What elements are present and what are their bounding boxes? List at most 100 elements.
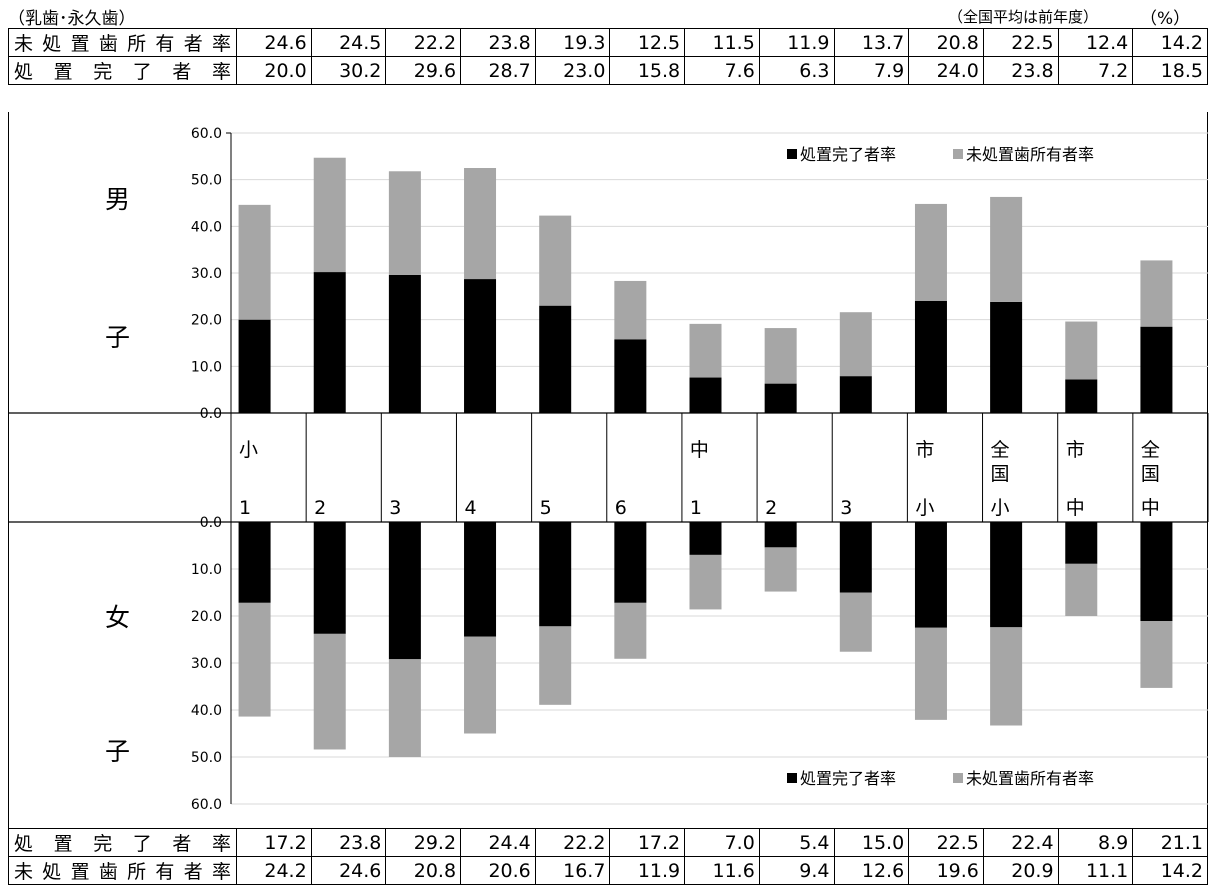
female-untreated-bar xyxy=(1140,621,1173,688)
male-treated-bar xyxy=(1065,379,1098,413)
male-legend-untreated-swatch xyxy=(953,149,963,159)
female-y-tick-label: 30.0 xyxy=(191,656,222,672)
female-treated-bar xyxy=(313,522,346,634)
category-label-top: 市 xyxy=(915,439,934,461)
male-untreated-bar xyxy=(1140,260,1173,327)
table-cell: 19.3 xyxy=(534,28,611,57)
male-untreated-bar xyxy=(764,328,797,384)
male-y-tick-label: 60.0 xyxy=(191,126,222,142)
table-cell: 15.8 xyxy=(609,56,686,85)
male-untreated-bar xyxy=(689,323,722,378)
table-cell: 6.3 xyxy=(758,56,835,85)
row-label: 未処置歯所有者率 xyxy=(8,856,237,885)
male-data-table: 未処置歯所有者率 24.6 24.5 22.2 23.8 19.3 12.5 1… xyxy=(8,28,1208,85)
table-cell: 20.9 xyxy=(982,856,1059,885)
female-data-table: 処置完了者率 17.2 23.8 29.2 24.4 22.2 17.2 7.0… xyxy=(8,828,1208,885)
table-cell: 20.0 xyxy=(236,56,312,85)
male-label-top: 男 xyxy=(105,185,131,214)
category-label-bottom: 小 xyxy=(915,497,934,519)
male-treated-bar xyxy=(313,272,346,413)
female-treated-row: 処置完了者率 17.2 23.8 29.2 24.4 22.2 17.2 7.0… xyxy=(8,828,1208,857)
male-treated-bar xyxy=(614,339,647,413)
table-cell: 24.0 xyxy=(908,56,984,85)
male-treated-row: 処置完了者率 20.0 30.2 29.6 28.7 23.0 15.8 7.6… xyxy=(8,56,1208,85)
category-label-bottom: 5 xyxy=(540,497,552,519)
table-cell: 22.2 xyxy=(534,828,611,857)
female-treated-bar xyxy=(388,522,421,660)
female-legend-untreated-swatch xyxy=(953,773,963,783)
male-y-tick-label: 40.0 xyxy=(191,219,222,235)
female-treated-bar xyxy=(990,522,1023,628)
female-legend-treated-swatch xyxy=(787,773,797,783)
category-label-bottom: 2 xyxy=(314,497,326,519)
male-untreated-bar xyxy=(238,204,271,320)
female-untreated-bar xyxy=(839,592,872,652)
table-cell: 21.1 xyxy=(1132,828,1208,857)
category-label-bottom: 6 xyxy=(615,497,627,519)
category-label-bottom: 4 xyxy=(464,497,476,519)
female-y-tick-label: 20.0 xyxy=(191,609,222,625)
category-label-bottom: 2 xyxy=(765,497,777,519)
female-untreated-bar xyxy=(1065,563,1098,616)
male-y-tick-label: 20.0 xyxy=(191,313,222,329)
table-cell: 5.4 xyxy=(758,828,835,857)
table-cell: 7.0 xyxy=(684,828,760,857)
male-untreated-row: 未処置歯所有者率 24.6 24.5 22.2 23.8 19.3 12.5 1… xyxy=(8,28,1208,57)
row-label: 処置完了者率 xyxy=(8,56,237,85)
female-label-bottom: 子 xyxy=(105,737,131,766)
category-label-bottom: 1 xyxy=(690,497,702,519)
category-label-bottom: 中 xyxy=(1066,497,1085,519)
table-cell: 12.5 xyxy=(609,28,686,57)
table-cell: 9.4 xyxy=(758,856,835,885)
male-treated-bar xyxy=(689,377,722,413)
female-treated-bar xyxy=(539,522,572,627)
female-y-tick-label: 0.0 xyxy=(200,515,222,531)
male-untreated-bar xyxy=(388,171,421,275)
male-label-bottom: 子 xyxy=(105,323,131,352)
male-treated-bar xyxy=(464,279,497,413)
female-untreated-bar xyxy=(464,636,497,734)
category-label-bottom: 3 xyxy=(840,497,852,519)
female-y-tick-label: 60.0 xyxy=(191,797,222,813)
table-cell: 12.4 xyxy=(1057,28,1134,57)
female-untreated-bar xyxy=(689,554,722,610)
female-untreated-row: 未処置歯所有者率 24.2 24.6 20.8 20.6 16.7 11.9 1… xyxy=(8,856,1208,885)
male-untreated-bar xyxy=(839,312,872,377)
table-cell: 23.8 xyxy=(982,56,1059,85)
female-y-tick-label: 40.0 xyxy=(191,703,222,719)
male-y-tick-label: 0.0 xyxy=(200,406,222,422)
table-cell: 22.4 xyxy=(982,828,1059,857)
male-untreated-bar xyxy=(1065,321,1098,380)
female-untreated-bar xyxy=(614,602,647,659)
category-label-top: 全 xyxy=(991,439,1010,461)
table-cell: 29.6 xyxy=(385,56,462,85)
table-cell: 23.8 xyxy=(460,28,536,57)
male-treated-bar xyxy=(839,376,872,413)
average-note: （全国平均は前年度） xyxy=(948,8,1099,26)
table-cell: 20.6 xyxy=(460,856,536,885)
male-untreated-bar xyxy=(990,196,1023,302)
male-treated-bar xyxy=(539,305,572,413)
female-treated-bar xyxy=(689,522,722,555)
female-legend-untreated-label: 未処置歯所有者率 xyxy=(966,769,1094,788)
male-untreated-bar xyxy=(313,157,346,273)
table-cell: 18.5 xyxy=(1132,56,1208,85)
table-cell: 11.9 xyxy=(609,856,686,885)
category-label-top: 小 xyxy=(239,439,258,461)
female-legend-treated-label: 処置完了者率 xyxy=(800,769,896,788)
category-label-top: 市 xyxy=(1066,439,1085,461)
table-cell: 11.1 xyxy=(1057,856,1134,885)
table-cell: 24.6 xyxy=(236,28,312,57)
table-cell: 28.7 xyxy=(460,56,536,85)
table-cell: 30.2 xyxy=(310,56,387,85)
male-treated-bar xyxy=(238,319,271,413)
female-untreated-bar xyxy=(238,602,271,717)
sample-note: （乳歯･永久歯） xyxy=(8,9,136,29)
table-cell: 11.9 xyxy=(758,28,835,57)
table-cell: 22.2 xyxy=(385,28,462,57)
category-label-top: 国 xyxy=(991,463,1010,485)
table-cell: 22.5 xyxy=(908,828,984,857)
male-untreated-bar xyxy=(464,168,497,280)
female-untreated-bar xyxy=(764,547,797,592)
category-label-top: 中 xyxy=(690,439,709,461)
